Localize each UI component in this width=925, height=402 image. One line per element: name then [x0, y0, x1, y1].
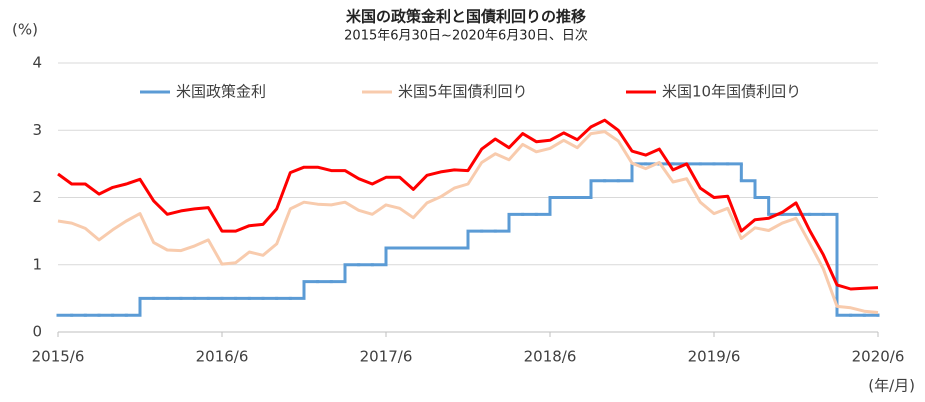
- y-unit-label: (%): [12, 21, 38, 39]
- x-tick-label: 2020/6: [852, 348, 905, 366]
- x-tick-label: 2019/6: [688, 348, 741, 366]
- y-tick-label: 4: [32, 54, 42, 72]
- y-tick-label: 3: [32, 121, 42, 139]
- x-tick-label: 2018/6: [524, 348, 577, 366]
- x-tick-label: 2015/6: [32, 348, 85, 366]
- line-series: [57, 130, 879, 314]
- x-unit-label: (年/月): [868, 377, 915, 395]
- x-tick-label: 2016/6: [196, 348, 249, 366]
- line-series: [57, 118, 879, 291]
- y-tick-label: 1: [32, 255, 42, 273]
- legend-label: 米国政策金利: [176, 83, 266, 101]
- legend-label: 米国5年国債利回り: [398, 83, 528, 101]
- y-tick-label: 2: [32, 188, 42, 206]
- y-tick-label: 0: [32, 323, 42, 341]
- chart-title: 米国の政策金利と国債利回りの推移: [346, 8, 586, 26]
- legend-label: 米国10年国債利回り: [662, 83, 801, 101]
- x-tick-label: 2017/6: [360, 348, 413, 366]
- chart-subtitle: 2015年6月30日~2020年6月30日、日次: [344, 28, 588, 44]
